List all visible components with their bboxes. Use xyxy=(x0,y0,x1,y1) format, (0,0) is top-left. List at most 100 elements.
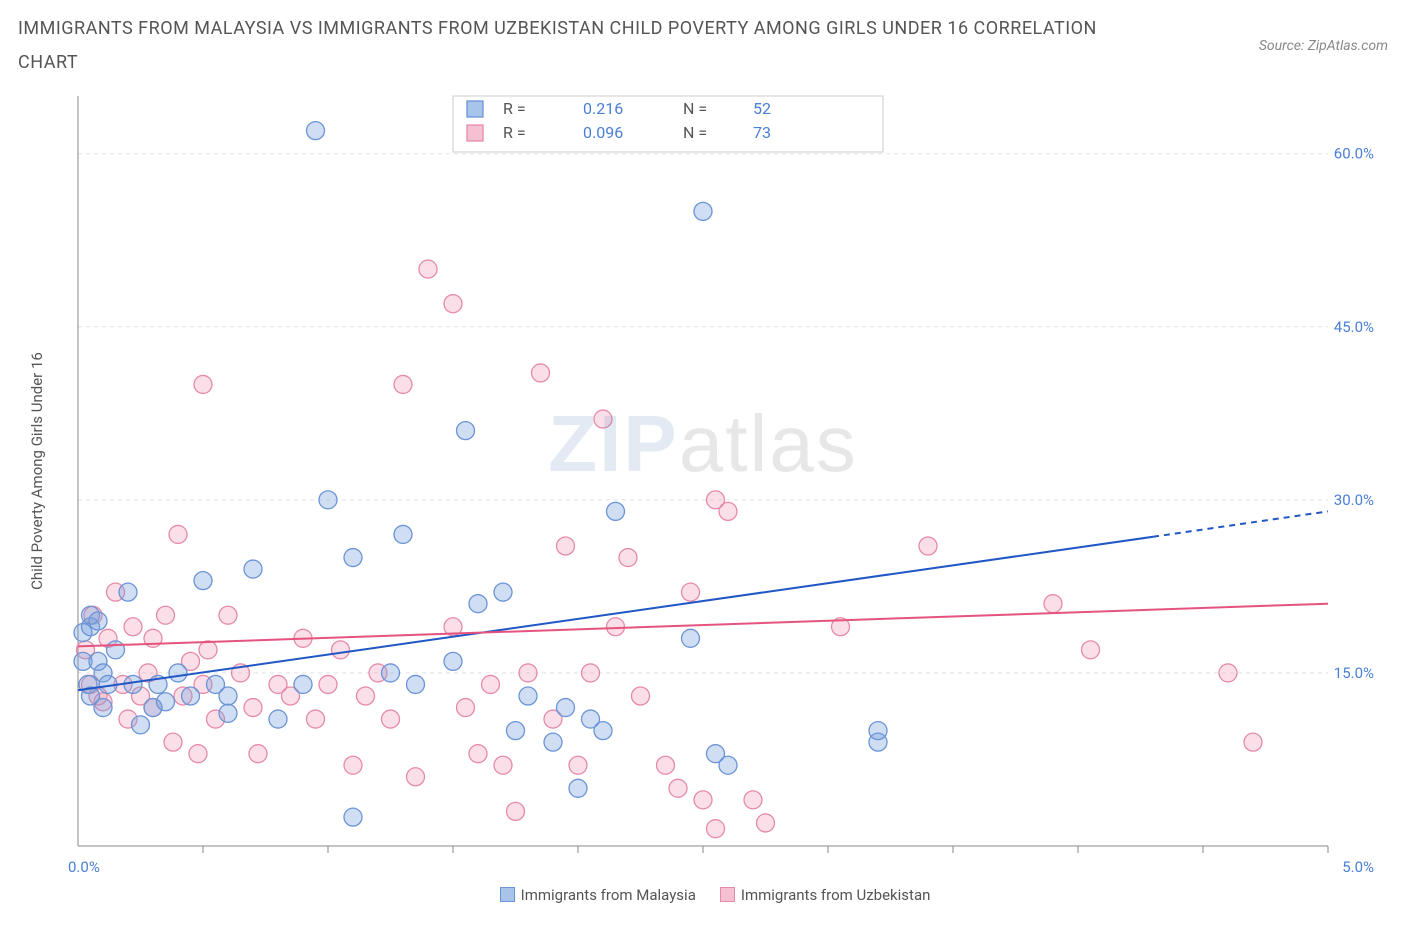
y-tick-label: 45.0% xyxy=(1334,318,1374,336)
data-point xyxy=(307,122,325,140)
legend-swatch xyxy=(500,887,515,902)
data-point xyxy=(169,526,187,544)
data-point xyxy=(682,630,700,648)
data-point xyxy=(469,745,487,763)
data-point xyxy=(457,422,475,440)
data-point xyxy=(469,595,487,613)
scatter-chart: 15.0%30.0%45.0%60.0%0.0%5.0%Child Povert… xyxy=(18,86,1388,876)
data-point xyxy=(757,814,775,832)
data-point xyxy=(569,780,587,798)
data-point xyxy=(382,664,400,682)
data-point xyxy=(457,699,475,717)
data-point xyxy=(719,503,737,521)
data-point xyxy=(344,809,362,827)
data-point xyxy=(569,757,587,775)
data-point xyxy=(219,705,237,723)
data-point xyxy=(1219,664,1237,682)
svg-text:R =: R = xyxy=(503,99,526,118)
x-label-left: 0.0% xyxy=(68,858,100,876)
data-point xyxy=(869,722,887,740)
data-point xyxy=(164,734,182,752)
svg-text:0.216: 0.216 xyxy=(583,99,623,118)
data-point xyxy=(482,676,500,694)
data-point xyxy=(607,503,625,521)
data-point xyxy=(682,584,700,602)
y-tick-label: 30.0% xyxy=(1334,491,1374,509)
trend-line xyxy=(78,537,1153,690)
data-point xyxy=(124,676,142,694)
svg-text:N =: N = xyxy=(683,99,707,118)
stats-legend: R = 0.216 N = 52 R = 0.096 N = 73 xyxy=(453,96,883,152)
data-point xyxy=(157,693,175,711)
data-point xyxy=(494,584,512,602)
data-point xyxy=(124,618,142,636)
x-label-right: 5.0% xyxy=(1342,858,1374,876)
data-point xyxy=(357,687,375,705)
data-point xyxy=(519,687,537,705)
data-point xyxy=(132,716,150,734)
y-tick-label: 15.0% xyxy=(1334,664,1374,682)
data-point xyxy=(407,768,425,786)
y-tick-label: 60.0% xyxy=(1334,145,1374,163)
data-point xyxy=(1082,641,1100,659)
data-point xyxy=(199,641,217,659)
data-point xyxy=(169,664,187,682)
chart-source: Source: ZipAtlas.com xyxy=(1259,38,1388,54)
legend-label: Immigrants from Malaysia xyxy=(521,886,696,904)
data-point xyxy=(394,526,412,544)
data-point xyxy=(394,376,412,394)
data-point xyxy=(119,584,137,602)
data-point xyxy=(1044,595,1062,613)
data-point xyxy=(519,664,537,682)
legend-swatch xyxy=(720,887,735,902)
trend-line xyxy=(78,604,1328,647)
data-point xyxy=(594,722,612,740)
data-point xyxy=(719,757,737,775)
data-point xyxy=(219,687,237,705)
svg-text:52: 52 xyxy=(753,99,771,118)
data-point xyxy=(594,410,612,428)
data-point xyxy=(444,295,462,313)
data-point xyxy=(557,537,575,555)
data-point xyxy=(269,710,287,728)
data-point xyxy=(582,664,600,682)
data-point xyxy=(607,618,625,636)
data-point xyxy=(107,641,125,659)
data-point xyxy=(669,780,687,798)
data-point xyxy=(507,803,525,821)
data-point xyxy=(407,676,425,694)
data-point xyxy=(532,364,550,382)
data-point xyxy=(244,560,262,578)
svg-text:N =: N = xyxy=(683,123,707,142)
data-point xyxy=(344,757,362,775)
data-point xyxy=(332,641,350,659)
data-point xyxy=(382,710,400,728)
data-point xyxy=(182,687,200,705)
data-point xyxy=(94,699,112,717)
data-point xyxy=(89,612,107,630)
data-point xyxy=(744,791,762,809)
svg-text:0.096: 0.096 xyxy=(583,123,623,142)
data-point xyxy=(632,687,650,705)
svg-text:73: 73 xyxy=(753,123,771,142)
data-point xyxy=(494,757,512,775)
data-point xyxy=(194,572,212,590)
data-point xyxy=(444,653,462,671)
data-point xyxy=(919,537,937,555)
chart-container: 15.0%30.0%45.0%60.0%0.0%5.0%Child Povert… xyxy=(18,86,1388,880)
data-point xyxy=(319,491,337,509)
data-point xyxy=(344,549,362,567)
data-point xyxy=(319,676,337,694)
data-point xyxy=(544,734,562,752)
svg-text:R =: R = xyxy=(503,123,526,142)
data-point xyxy=(294,676,312,694)
data-point xyxy=(619,549,637,567)
trend-line-dash xyxy=(1153,512,1328,537)
data-point xyxy=(507,722,525,740)
data-point xyxy=(244,699,262,717)
data-point xyxy=(189,745,207,763)
data-point xyxy=(307,710,325,728)
data-point xyxy=(249,745,267,763)
bottom-legend: Immigrants from MalaysiaImmigrants from … xyxy=(18,886,1388,904)
chart-title: IMMIGRANTS FROM MALAYSIA VS IMMIGRANTS F… xyxy=(18,12,1118,80)
